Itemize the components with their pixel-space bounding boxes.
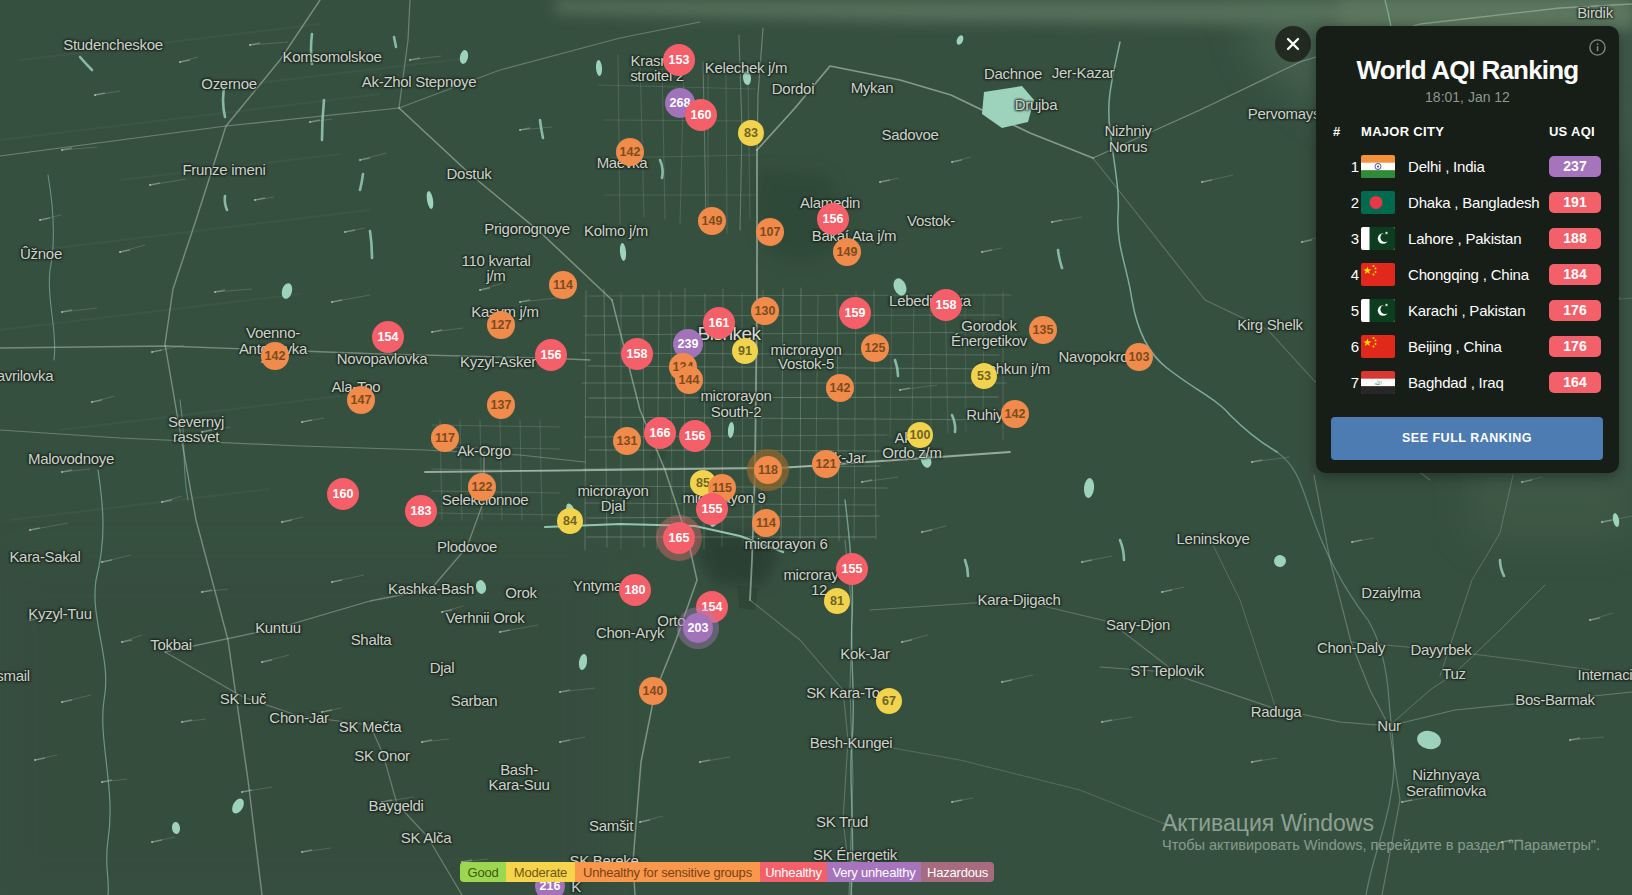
svg-text:ﷲ: ﷲ (1374, 379, 1381, 386)
